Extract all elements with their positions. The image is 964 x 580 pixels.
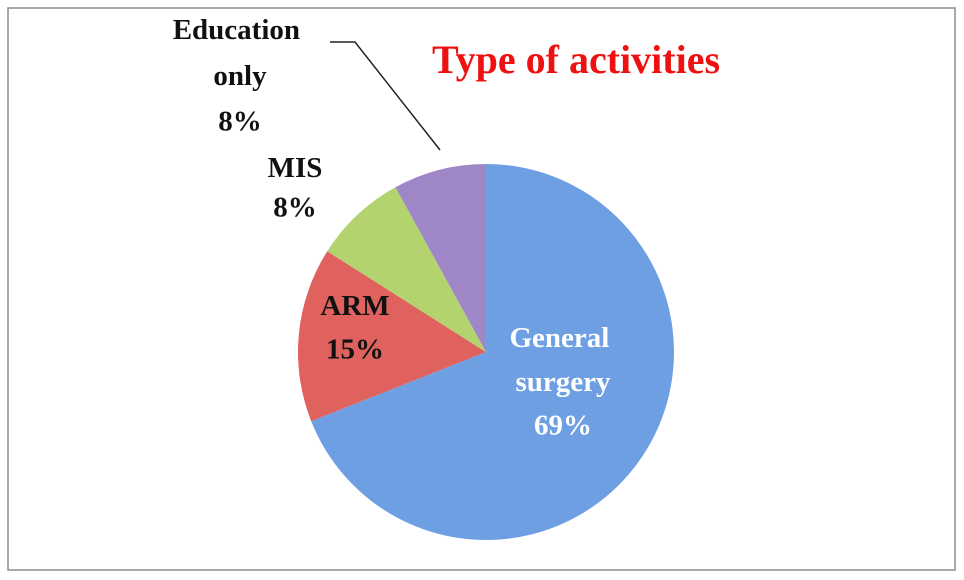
slice-label: General surgery [509, 322, 616, 398]
slice-label: ARM [320, 290, 389, 322]
leader-line [330, 41, 441, 151]
pie-slice [298, 251, 486, 422]
slice-label: MIS [268, 152, 323, 184]
value-label: 15% [326, 334, 384, 366]
pie-slice [311, 164, 674, 541]
pie-slice [327, 187, 486, 352]
chart-title: Type of activities [432, 37, 720, 82]
pie-slice [395, 164, 486, 352]
slice-label: Education only [173, 14, 308, 92]
value-label: 8% [273, 192, 317, 224]
value-label: 8% [218, 106, 262, 138]
value-label: 69% [534, 410, 592, 442]
